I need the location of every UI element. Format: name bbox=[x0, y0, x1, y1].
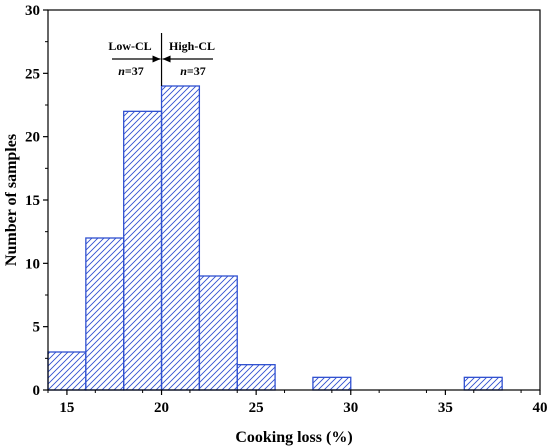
histogram-bar bbox=[47, 351, 87, 391]
y-tick-label: 20 bbox=[25, 130, 40, 146]
y-tick-label: 5 bbox=[33, 320, 41, 336]
high-cl-n-label: n=37 bbox=[180, 64, 206, 78]
y-tick-label: 25 bbox=[25, 66, 40, 82]
group-annotations: Low-CL High-CL n=37 n=37 bbox=[108, 33, 215, 86]
y-tick-label: 30 bbox=[25, 3, 40, 19]
histogram-bar bbox=[236, 364, 276, 391]
low-cl-n-label: n=37 bbox=[118, 64, 144, 78]
y-tick-label: 10 bbox=[25, 256, 40, 272]
low-cl-arrowhead bbox=[152, 55, 161, 63]
histogram-bar bbox=[463, 376, 503, 391]
low-cl-label: Low-CL bbox=[108, 39, 151, 53]
x-axis-label: Cooking loss (%) bbox=[235, 429, 352, 446]
histogram-bar bbox=[123, 110, 163, 391]
y-tick-label: 0 bbox=[33, 383, 41, 399]
x-tick-label: 25 bbox=[249, 400, 264, 416]
histogram-bar bbox=[85, 237, 125, 391]
histogram-bar bbox=[198, 275, 238, 391]
y-tick-label: 15 bbox=[25, 193, 40, 209]
y-axis: 0 5 10 15 20 25 30 bbox=[25, 3, 48, 399]
x-tick-label: 20 bbox=[154, 400, 169, 416]
x-tick-label: 40 bbox=[533, 400, 548, 416]
histogram-bar bbox=[312, 376, 352, 391]
histogram-bars bbox=[47, 85, 503, 391]
x-axis: 15 20 25 30 35 40 bbox=[47, 390, 548, 416]
y-axis-label: Number of samples bbox=[3, 134, 20, 266]
histogram-bar bbox=[160, 85, 201, 391]
x-tick-label: 30 bbox=[343, 400, 358, 416]
high-cl-label: High-CL bbox=[169, 39, 215, 53]
x-tick-label: 15 bbox=[59, 400, 74, 416]
x-tick-label: 35 bbox=[438, 400, 453, 416]
high-cl-arrowhead bbox=[162, 55, 171, 63]
